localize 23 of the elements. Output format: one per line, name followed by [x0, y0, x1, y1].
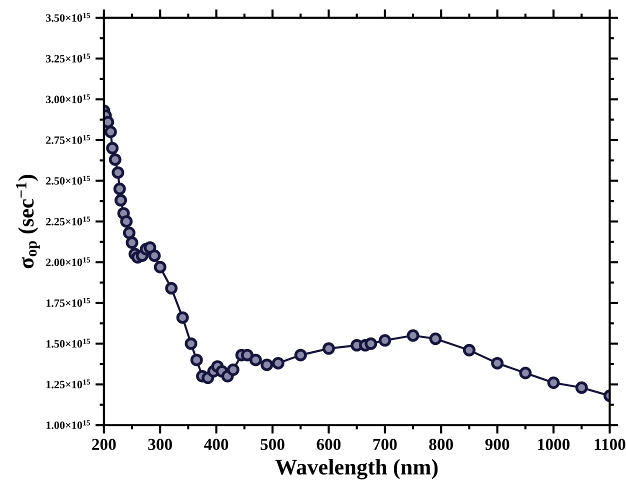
- x-tick-label: 200: [92, 438, 116, 450]
- y-axis-title: σ$_{op}$ (sec$^{−1}$): [16, 174, 40, 268]
- x-tick-label: 400: [204, 438, 228, 450]
- x-tick-label: 1100: [594, 438, 626, 450]
- y-tick-label: 2.75×10$^{15}$: [46, 135, 90, 144]
- x-axis-title: Wavelength (nm): [275, 458, 438, 480]
- y-tick-label: 2.50×10$^{15}$: [46, 176, 90, 185]
- y-tick-label: 2.00×10$^{15}$: [46, 257, 90, 266]
- y-tick-label: 1.00×10$^{15}$: [46, 420, 90, 430]
- y-tick-label: 1.75×10$^{15}$: [46, 298, 90, 307]
- x-tick-label: 500: [260, 438, 284, 450]
- x-tick-label: 900: [485, 438, 510, 450]
- y-tick-label: 2.25×10$^{15}$: [46, 216, 90, 226]
- x-tick-label: 1000: [538, 438, 570, 450]
- x-tick-label: 800: [429, 438, 453, 450]
- y-tick-label: 3.25×10$^{15}$: [46, 54, 90, 63]
- x-tick-label: 600: [316, 438, 341, 450]
- y-tick-label: 1.25×10$^{15}$: [46, 379, 90, 388]
- y-tick-label: 1.50×10$^{15}$: [46, 338, 90, 348]
- y-tick-label: 3.00×10$^{15}$: [46, 94, 90, 104]
- y-tick-label: 3.50×10$^{15}$: [46, 12, 90, 22]
- x-tick-label: 300: [148, 438, 172, 450]
- x-tick-label: 700: [373, 438, 397, 450]
